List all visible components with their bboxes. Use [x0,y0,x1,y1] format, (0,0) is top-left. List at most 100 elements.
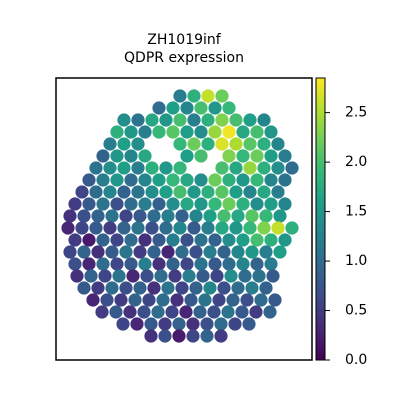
spot [273,245,287,259]
spot [187,185,201,199]
spot [187,137,201,151]
spot [131,185,145,199]
spot [243,221,257,235]
spot [119,209,133,223]
spot [264,125,278,139]
spot [182,269,196,283]
spot [187,221,201,235]
spot [271,221,285,235]
spot [196,269,210,283]
spots [61,89,299,343]
spot [208,257,222,271]
spot [264,257,278,271]
spot [208,101,222,115]
spot [161,245,175,259]
spot [124,125,138,139]
spot [98,269,112,283]
spot [82,173,96,187]
spot [259,281,273,295]
spot [152,125,166,139]
spot [254,293,268,307]
spot [151,305,165,319]
spot [114,293,128,307]
spot [173,185,187,199]
spot [166,101,180,115]
spot [180,197,194,211]
spot [278,149,292,163]
colorbar-tick-label: 2.0 [345,154,367,170]
spot [200,329,214,343]
spot [168,269,182,283]
spot [175,209,189,223]
spot [243,113,257,127]
spot [229,221,243,235]
spot [242,317,256,331]
spot [193,305,207,319]
spot [84,269,98,283]
spot [145,113,159,127]
spot [110,257,124,271]
spot [236,257,250,271]
spot [124,233,138,247]
spot [161,209,175,223]
spot [201,89,215,103]
spot [89,185,103,199]
spot [68,257,82,271]
spot [285,221,299,235]
spot [203,245,217,259]
spot [89,221,103,235]
spot [119,281,133,295]
spot [184,293,198,307]
spot [161,281,175,295]
spot [96,197,110,211]
spot [222,101,236,115]
spot [100,293,114,307]
spot [137,305,151,319]
spot [117,161,131,175]
spot [278,197,292,211]
spot [194,173,208,187]
spot [278,233,292,247]
spot [103,185,117,199]
spot [147,209,161,223]
spot [194,233,208,247]
spot [147,281,161,295]
spot [194,101,208,115]
colorbar-tick-label: 0.0 [345,352,367,368]
spot [214,317,228,331]
spot [217,209,231,223]
spot [180,173,194,187]
spot [158,317,172,331]
spot [61,221,75,235]
spot [250,233,264,247]
spot [200,317,214,331]
colorbar-tick-label: 1.5 [345,204,367,220]
spot [215,185,229,199]
spot [156,293,170,307]
spot [145,185,159,199]
spot [144,317,158,331]
spot [203,209,217,223]
spot [133,245,147,259]
spot [130,317,144,331]
spot [145,221,159,235]
spot [138,197,152,211]
spot [117,221,131,235]
spot [152,173,166,187]
spot [110,125,124,139]
spot [152,233,166,247]
spot [175,281,189,295]
spot [252,269,266,283]
spot [263,305,277,319]
spot [249,305,263,319]
spot [224,269,238,283]
colorbar-tick-label: 1.0 [345,253,367,269]
spot [208,125,222,139]
spot [215,161,229,175]
spot [240,293,254,307]
spot [189,281,203,295]
spot [264,149,278,163]
spot [222,173,236,187]
spot [245,245,259,259]
spot [210,269,224,283]
